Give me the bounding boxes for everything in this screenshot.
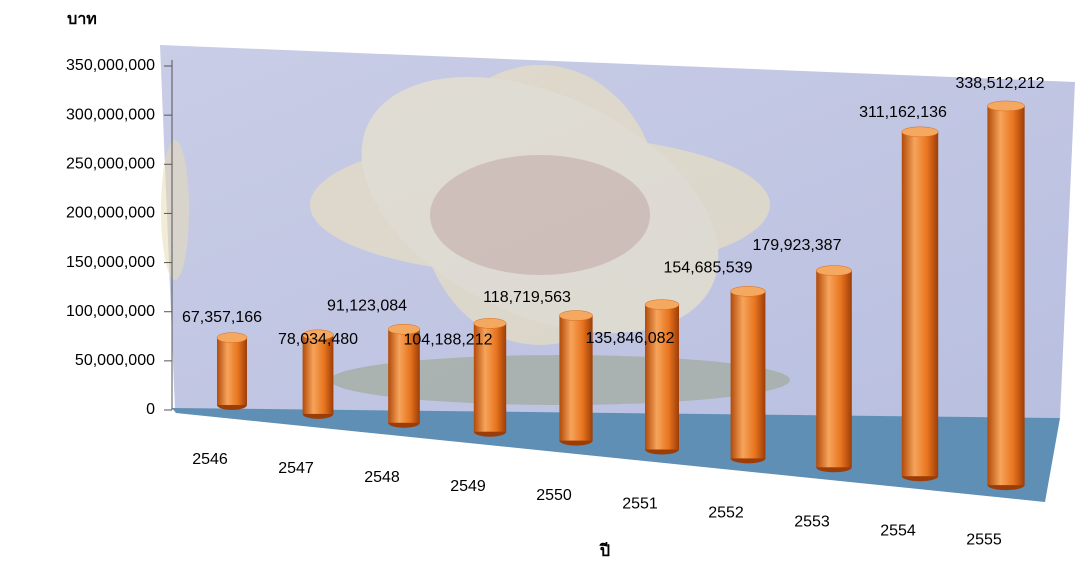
- x-tick-label: 2547: [278, 460, 314, 477]
- background-flower: [161, 65, 790, 405]
- y-tick-label: 200,000,000: [66, 205, 155, 222]
- bar: [302, 334, 334, 414]
- x-tick-label: 2555: [966, 531, 1002, 548]
- x-tick-label: 2548: [364, 469, 400, 486]
- y-tick-label: 0: [146, 401, 155, 418]
- bar-top: [559, 310, 593, 321]
- y-tick-label: 100,000,000: [66, 303, 155, 320]
- bar-top: [644, 299, 680, 310]
- bar: [559, 315, 593, 441]
- value-label: 91,123,084: [327, 297, 407, 314]
- bar-top: [302, 329, 334, 341]
- y-tick-label: 350,000,000: [66, 57, 155, 74]
- value-label: 338,512,212: [956, 75, 1045, 92]
- bar: [816, 270, 852, 468]
- x-axis-title: ปี: [599, 541, 611, 560]
- bar-top: [987, 100, 1025, 112]
- x-tick-label: 2552: [708, 505, 744, 522]
- y-axis-title: บาท: [67, 11, 97, 28]
- bar: [987, 105, 1025, 486]
- y-tick-label: 250,000,000: [66, 156, 155, 173]
- bar: [388, 329, 420, 423]
- value-label: 311,162,136: [859, 104, 947, 121]
- bar: [473, 323, 507, 432]
- x-tick-label: 2553: [794, 514, 830, 531]
- y-tick-label: 150,000,000: [66, 254, 155, 271]
- bar: [901, 131, 939, 477]
- x-tick-label: 2549: [450, 478, 486, 495]
- bar-top: [730, 286, 766, 297]
- y-tick-label: 300,000,000: [66, 106, 155, 123]
- value-label: 67,357,166: [182, 309, 262, 326]
- bar-top: [387, 323, 421, 335]
- bar-top: [473, 318, 507, 329]
- value-label: 78,034,480: [278, 331, 358, 348]
- value-label: 104,188,212: [404, 332, 493, 349]
- bar-top: [815, 265, 853, 276]
- y-tick-label: 50,000,000: [75, 352, 155, 369]
- value-label: 179,923,387: [753, 237, 842, 254]
- value-label: 154,685,539: [664, 260, 753, 277]
- bar: [645, 304, 679, 450]
- x-tick-label: 2551: [622, 496, 658, 513]
- bar-top: [216, 332, 248, 343]
- value-label: 118,719,563: [483, 289, 571, 306]
- bar: [217, 337, 247, 405]
- x-tick-label: 2550: [536, 487, 572, 504]
- bar-top: [901, 126, 939, 138]
- bar: [730, 291, 766, 459]
- x-tick-label: 2546: [192, 451, 228, 468]
- value-label: 135,846,082: [586, 330, 675, 347]
- x-tick-label: 2554: [880, 522, 916, 539]
